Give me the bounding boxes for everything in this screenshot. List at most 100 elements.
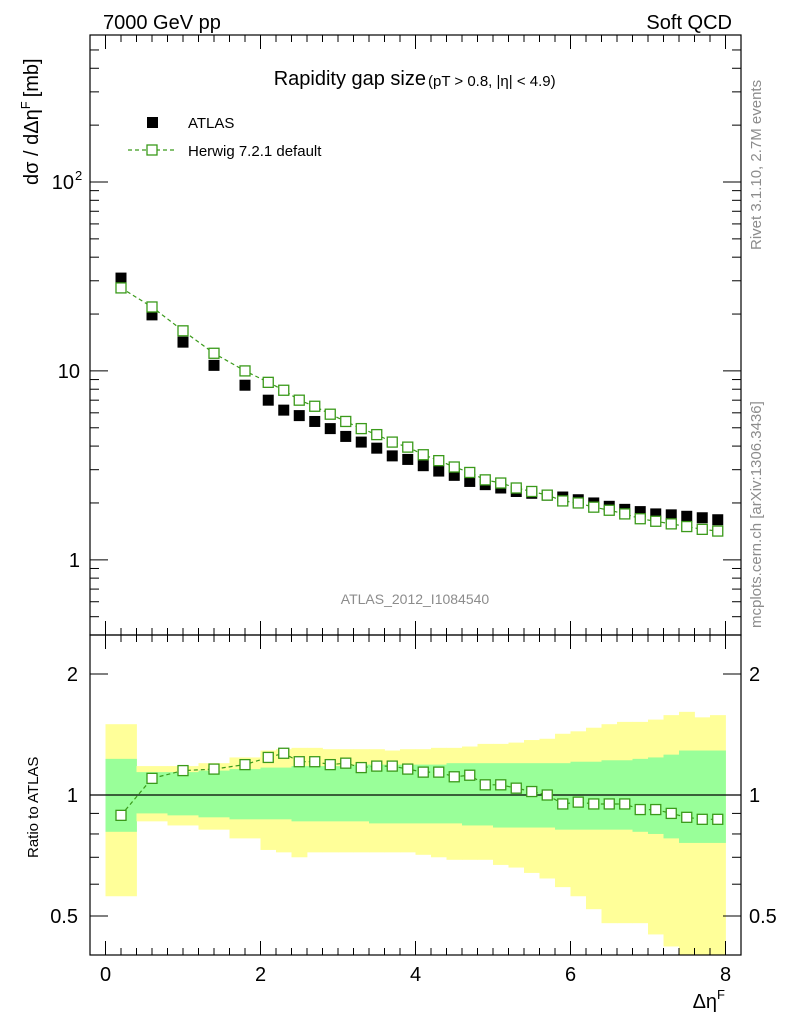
- inner-band: [229, 769, 261, 820]
- atlas-point: [417, 460, 429, 472]
- atlas-point: [239, 379, 251, 391]
- main-title: Rapidity gap size: [274, 68, 426, 90]
- ratio-herwig-point: [355, 761, 367, 774]
- herwig-point: [603, 504, 615, 516]
- ratio-herwig-point: [510, 782, 522, 794]
- atlas-point: [696, 512, 708, 524]
- herwig-point: [324, 408, 336, 420]
- ratio-y-tick-label-left: 2: [67, 664, 78, 686]
- ratio-y-tick-label-right: 2: [749, 664, 760, 686]
- ratio-herwig-point: [495, 779, 507, 791]
- herwig-point: [464, 466, 476, 479]
- herwig-point: [526, 485, 538, 498]
- ratio-herwig-point: [239, 758, 251, 771]
- inner-band: [663, 754, 680, 839]
- ratio-herwig-point: [208, 763, 220, 775]
- herwig-point: [650, 515, 662, 527]
- herwig-point: [557, 495, 569, 507]
- ratio-herwig-point: [464, 769, 476, 781]
- herwig-point: [340, 415, 352, 428]
- ratio-herwig-point: [650, 803, 662, 816]
- ratio-herwig-point: [278, 747, 290, 759]
- atlas-point: [464, 475, 476, 487]
- inner-band: [198, 770, 230, 818]
- herwig-point: [309, 400, 321, 412]
- inner-band: [431, 764, 447, 824]
- ratio-herwig-point: [603, 798, 615, 810]
- x-tick-label: 0: [100, 964, 111, 986]
- energy-label: 7000 GeV pp: [103, 12, 221, 34]
- x-tick-label: 2: [255, 964, 266, 986]
- ratio-herwig-point: [634, 803, 646, 816]
- rivet-version-label: Rivet 3.1.10, 2.7M events: [748, 80, 765, 250]
- inner-band: [415, 764, 432, 824]
- y-tick-label: 10: [52, 172, 74, 194]
- ratio-herwig-point: [479, 779, 491, 791]
- atlas-point: [681, 510, 693, 522]
- ratio-herwig-point: [386, 760, 398, 772]
- main-ylabel-sup: F: [18, 101, 33, 109]
- ratio-herwig-point: [541, 789, 553, 801]
- x-tick-label: 8: [720, 964, 731, 986]
- ratio-herwig-point: [146, 772, 158, 785]
- herwig-point: [665, 518, 677, 530]
- atlas-point: [402, 453, 414, 465]
- atlas-point: [386, 450, 398, 462]
- inner-band: [276, 767, 292, 820]
- ratio-ylabel: Ratio to ATLAS: [25, 757, 42, 858]
- atlas-point: [665, 509, 677, 521]
- main-ylabel-text: dσ / dΔη: [21, 109, 43, 185]
- main-markers-layer: [115, 272, 724, 537]
- herwig-point: [495, 477, 507, 489]
- inner-band: [291, 766, 308, 822]
- ratio-panel: 0 2 4 6 8 0.5 0.5 1 1 2 2 Ratio to ATLAS ΔηF: [25, 634, 777, 1013]
- atlas-point: [650, 508, 662, 520]
- atlas-point: [262, 394, 274, 406]
- atlas-point: [146, 309, 158, 321]
- inner-band: [648, 757, 664, 834]
- inner-band: [586, 761, 602, 830]
- inner-band: [384, 764, 401, 824]
- inner-band: [369, 764, 385, 824]
- herwig-point: [712, 525, 724, 537]
- atlas-point: [634, 506, 646, 518]
- x-tick-label: 4: [410, 964, 421, 986]
- inner-band: [167, 772, 199, 816]
- ratio-xlabel: ΔηF: [693, 987, 725, 1013]
- herwig-point: [371, 428, 383, 441]
- herwig-point: [239, 365, 251, 377]
- herwig-point: [278, 384, 290, 396]
- herwig-line: [120, 287, 718, 532]
- herwig-point: [146, 301, 158, 313]
- ratio-herwig-point: [177, 764, 189, 777]
- herwig-point: [588, 501, 600, 513]
- legend-atlas-label: ATLAS: [188, 115, 234, 132]
- ratio-herwig-point: [324, 758, 336, 771]
- inner-band: [400, 764, 416, 824]
- ratio-herwig-point: [293, 756, 305, 768]
- x-tick-label: 6: [565, 964, 576, 986]
- ratio-herwig-point: [619, 798, 631, 810]
- inner-band: [570, 761, 587, 830]
- inner-band: [710, 750, 726, 843]
- herwig-point: [386, 436, 398, 448]
- inner-band: [353, 764, 370, 822]
- herwig-point: [208, 347, 220, 359]
- ratio-herwig-point: [526, 785, 538, 798]
- legend-herwig-marker: [146, 144, 158, 156]
- herwig-point: [355, 422, 367, 435]
- ratio-herwig-point: [557, 798, 569, 810]
- ratio-herwig-point: [696, 813, 708, 825]
- atlas-point: [115, 272, 127, 284]
- inner-band: [338, 766, 354, 822]
- legend-herwig-label: Herwig 7.2.1 default: [188, 143, 322, 160]
- source-label: mcplots.cern.ch [arXiv:1306.3436]: [748, 401, 765, 628]
- category-label: Soft QCD: [646, 12, 732, 34]
- herwig-point: [417, 449, 429, 461]
- atlas-point: [371, 442, 383, 454]
- ratio-herwig-point: [309, 756, 321, 768]
- herwig-point: [433, 454, 445, 467]
- ratio-herwig-point: [572, 796, 584, 808]
